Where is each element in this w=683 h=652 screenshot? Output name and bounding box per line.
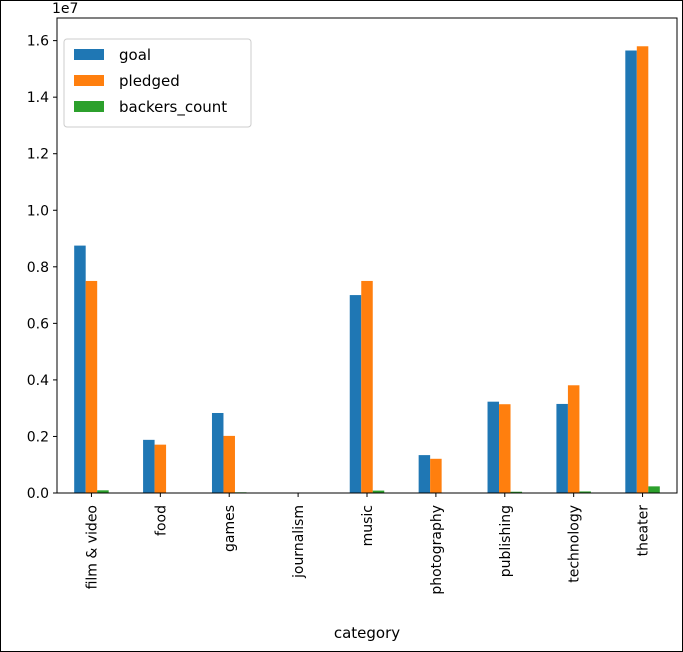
- legend-label-pledged: pledged: [119, 72, 180, 90]
- y-tick-label: 1.6: [27, 34, 49, 50]
- x-axis-title: category: [334, 624, 400, 642]
- y-tick-label: 0.6: [27, 316, 49, 332]
- bar-goal-7: [556, 403, 568, 493]
- x-tick-label: journalism: [291, 505, 307, 579]
- bar-pledged-7: [567, 385, 580, 493]
- y-axis-offset-label: 1e7: [52, 1, 78, 17]
- x-tick-label: film & video: [84, 505, 100, 589]
- bar-goal-2: [211, 412, 224, 493]
- bar-goal-4: [349, 295, 362, 493]
- bars-group: [74, 46, 660, 494]
- legend-box: [63, 38, 252, 128]
- y-tick-label: 0.2: [27, 429, 49, 445]
- bar-goal-5: [418, 455, 431, 493]
- bar-pledged-5: [430, 458, 442, 493]
- bar-backers-count-0: [97, 490, 109, 493]
- legend-swatch-backers-count: [74, 101, 104, 112]
- y-tick-label: 0.8: [27, 260, 49, 276]
- bar-backers-count-8: [648, 486, 660, 493]
- y-tick-label: 1.4: [27, 90, 49, 106]
- bar-pledged-8: [636, 46, 649, 494]
- legend-swatch-pledged: [74, 75, 104, 86]
- bar-backers-count-7: [579, 491, 591, 493]
- legend: goal pledged backers_count: [63, 38, 252, 128]
- bar-pledged-1: [154, 444, 167, 493]
- x-tick-label: technology: [567, 505, 583, 583]
- bar-backers-count-4: [372, 490, 385, 493]
- bar-pledged-0: [85, 280, 98, 493]
- legend-label-backers-count: backers_count: [119, 98, 227, 117]
- bar-pledged-6: [499, 404, 511, 493]
- legend-swatch-goal: [74, 49, 104, 60]
- bar-backers-count-6: [510, 491, 523, 493]
- bar-goal-8: [625, 50, 637, 493]
- y-tick-label: 1.2: [27, 147, 49, 163]
- y-tick-label: 0.0: [27, 486, 49, 502]
- bar-pledged-2: [223, 435, 235, 493]
- x-tick-label: photography: [429, 505, 445, 595]
- x-tick-label: theater: [636, 505, 652, 557]
- bar-goal-6: [487, 401, 500, 493]
- x-tick-label: games: [222, 505, 238, 552]
- x-tick-label: food: [153, 505, 169, 536]
- y-tick-label: 1.0: [27, 203, 49, 219]
- y-tick-label: 0.4: [27, 373, 49, 389]
- axes-group: 0.0 0.2 0.4 0.6 0.8 1.0 1.2 1.4 1.6 1e7 film & vid…: [27, 1, 678, 642]
- bar-pledged-4: [361, 280, 373, 493]
- bar-goal-1: [143, 439, 155, 493]
- x-tick-label: music: [360, 505, 376, 546]
- bar-goal-0: [74, 245, 86, 493]
- legend-label-goal: goal: [119, 46, 151, 64]
- x-tick-label: publishing: [498, 505, 514, 577]
